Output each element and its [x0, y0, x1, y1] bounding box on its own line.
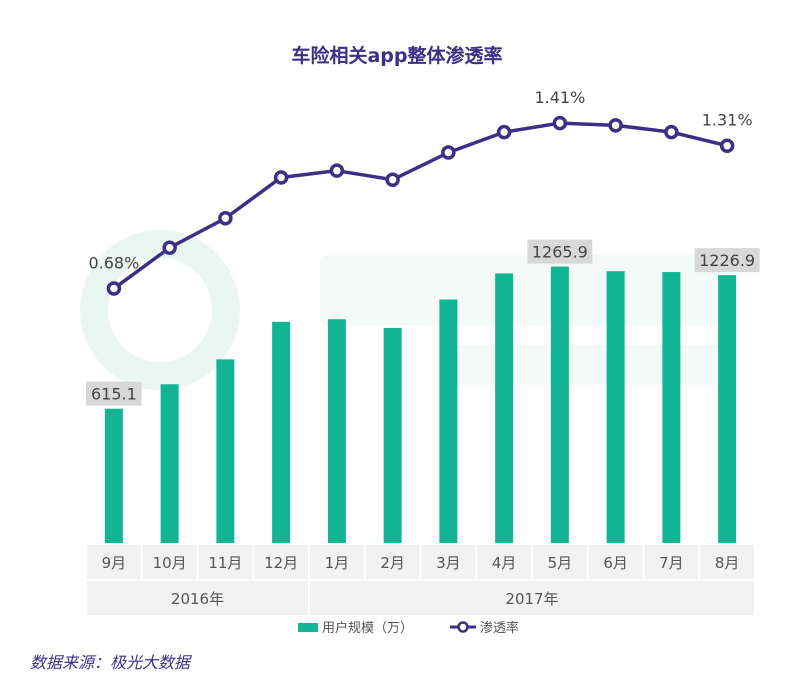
- bar-value-label-bg: [694, 248, 760, 273]
- legend-line-marker: [457, 621, 469, 633]
- line-marker-2月: [385, 172, 400, 187]
- bar-value-label: 615.1: [91, 385, 137, 404]
- line-value-label: 0.68%: [88, 254, 139, 273]
- x-tick-cell: [421, 545, 476, 579]
- bar-4月: [495, 273, 514, 543]
- line-marker-9月: [106, 281, 122, 296]
- line-marker-12月: [273, 170, 289, 185]
- x-tick-cell: [700, 545, 754, 579]
- x-tick-label: 6月: [603, 554, 628, 572]
- x-axis-band: 9月 10月 11月 12月 1月 2月 3月 4月 5月 6月 7月 8月 2016年 2017年: [87, 545, 754, 615]
- line-marker-3月: [441, 145, 456, 160]
- bar-6月: [606, 271, 625, 543]
- x-tick-label: 9月: [102, 554, 127, 572]
- bar-value-label: 1226.9: [699, 251, 755, 270]
- x-tick-label: 1月: [325, 554, 350, 572]
- bar-value-label-bg: [86, 381, 142, 406]
- legend-line-label: 渗透率: [480, 620, 519, 636]
- bars-layer: [104, 266, 737, 543]
- data-labels-layer: 615.1 1265.9 1226.9 0.68% 1.41% 1.31%: [86, 88, 760, 406]
- line-marker-6月: [608, 118, 623, 133]
- line-marker-5月: [552, 115, 568, 131]
- year-group-cell: [87, 581, 308, 615]
- x-tick-label: 8月: [715, 554, 740, 572]
- x-tick-cell: [254, 545, 308, 579]
- x-tick-cell: [310, 545, 364, 579]
- line-marker-8月: [719, 138, 735, 153]
- source-note: 数据来源：极光大数据: [30, 653, 192, 672]
- chart-title: 车险相关app整体渗透率: [291, 44, 502, 67]
- x-tick-cell: [365, 545, 420, 579]
- x-tick-cell: [477, 545, 531, 579]
- line-marker-7月: [664, 124, 679, 140]
- bar-7月: [662, 272, 681, 543]
- x-tick-label: 4月: [492, 554, 517, 572]
- line-marker-4月: [496, 124, 512, 140]
- x-tick-label: 5月: [548, 554, 573, 572]
- bar-10月: [160, 384, 179, 543]
- x-tick-label: 7月: [659, 554, 684, 572]
- bar-2月: [383, 327, 402, 543]
- bar-11月: [216, 359, 235, 543]
- x-tick-cell: [533, 545, 587, 579]
- x-tick-cell: [87, 545, 141, 579]
- bar-9月: [104, 408, 123, 543]
- bar-12月: [272, 321, 291, 543]
- x-tick-cell: [198, 545, 253, 579]
- watermark-logo: [80, 230, 730, 390]
- line-layer: [106, 115, 735, 296]
- bar-3月: [439, 299, 458, 543]
- x-tick-label: 10月: [153, 554, 187, 572]
- line-marker-11月: [218, 211, 233, 226]
- line-value-label: 1.41%: [534, 88, 585, 107]
- x-tick-cell: [644, 545, 699, 579]
- line-value-label: 1.31%: [702, 111, 753, 130]
- bar-8月: [718, 275, 737, 543]
- x-tick-cell: [588, 545, 643, 579]
- legend: 用户规模（万） 渗透率: [298, 620, 519, 636]
- bar-5月: [550, 266, 569, 543]
- x-tick-label: 2月: [380, 554, 405, 572]
- x-tick-label: 11月: [208, 554, 242, 572]
- penetration-line: [112, 121, 728, 290]
- line-marker-1月: [329, 163, 345, 178]
- bar-value-label-bg: [527, 239, 593, 264]
- legend-bar-swatch: [298, 623, 318, 632]
- year-group-cell: [310, 581, 754, 615]
- bar-1月: [327, 319, 346, 543]
- x-tick-label: 3月: [436, 554, 461, 572]
- x-tick-cell: [142, 545, 197, 579]
- year-group-label: 2017年: [505, 590, 558, 608]
- legend-bar-label: 用户规模（万）: [322, 620, 413, 636]
- year-group-label: 2016年: [171, 590, 224, 608]
- line-marker-10月: [162, 240, 177, 255]
- bar-value-label: 1265.9: [532, 243, 588, 262]
- x-tick-label: 12月: [264, 554, 298, 572]
